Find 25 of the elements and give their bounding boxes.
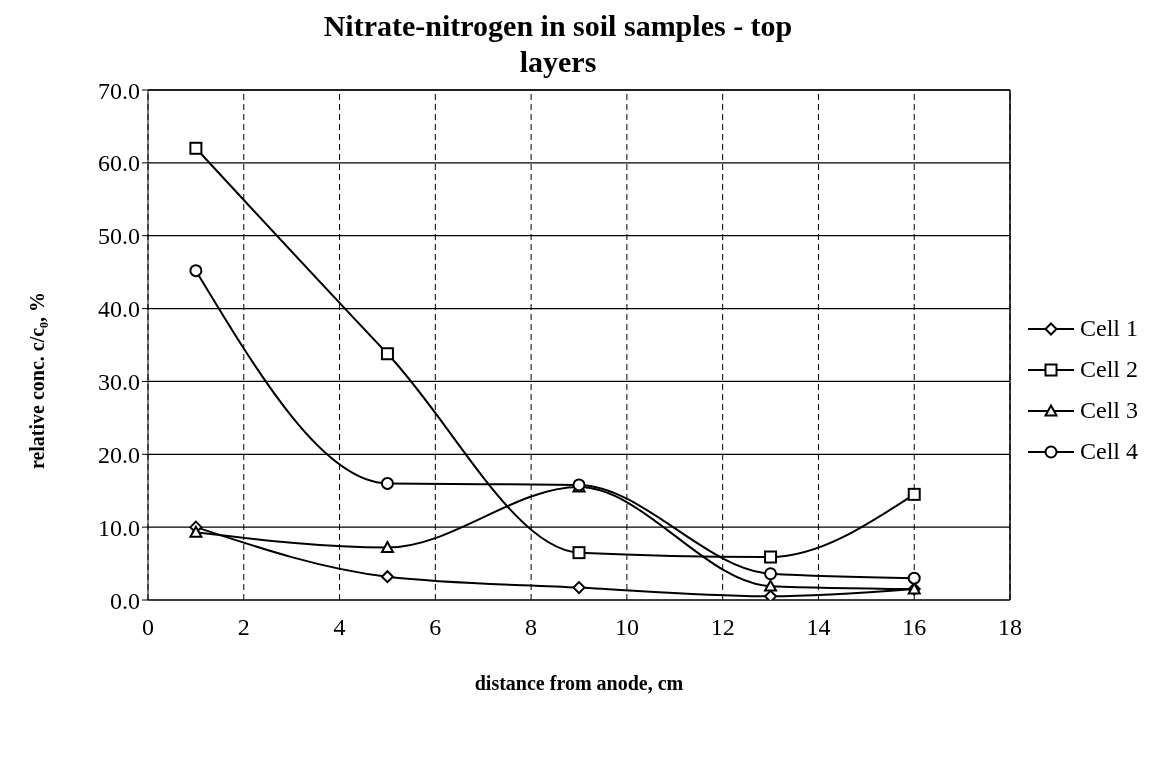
x-tick-label: 12 <box>710 614 735 641</box>
x-tick-label: 14 <box>806 614 831 641</box>
legend-label: Cell 1 <box>1080 315 1138 342</box>
y-axis-title: relative conc. c/c₀, % <box>26 291 50 469</box>
y-tick-label: 50.0 <box>98 223 140 250</box>
y-tick-label: 0.0 <box>110 587 140 614</box>
x-axis-title: distance from anode, cm <box>474 672 684 694</box>
legend-label: Cell 2 <box>1080 356 1138 383</box>
y-tick-label: 70.0 <box>98 77 140 104</box>
x-tick-label: 18 <box>998 614 1022 641</box>
x-tick-label: 10 <box>614 614 639 641</box>
x-tick-label: 4 <box>333 614 346 641</box>
x-tick-label: 8 <box>525 614 538 641</box>
y-tick-label: 30.0 <box>98 368 140 395</box>
y-tick-label: 20.0 <box>98 441 140 468</box>
y-tick-label: 40.0 <box>98 296 140 323</box>
legend-label: Cell 4 <box>1080 438 1138 465</box>
y-tick-label: 60.0 <box>98 150 140 177</box>
x-tick-label: 0 <box>142 614 154 641</box>
x-tick-label: 16 <box>902 614 927 641</box>
x-tick-label: 2 <box>237 614 250 641</box>
legend-label: Cell 3 <box>1080 397 1138 424</box>
y-tick-label: 10.0 <box>98 514 140 541</box>
x-tick-label: 6 <box>429 614 442 641</box>
chart-title: Nitrate-nitrogen in soil samples - top layers <box>322 8 794 80</box>
